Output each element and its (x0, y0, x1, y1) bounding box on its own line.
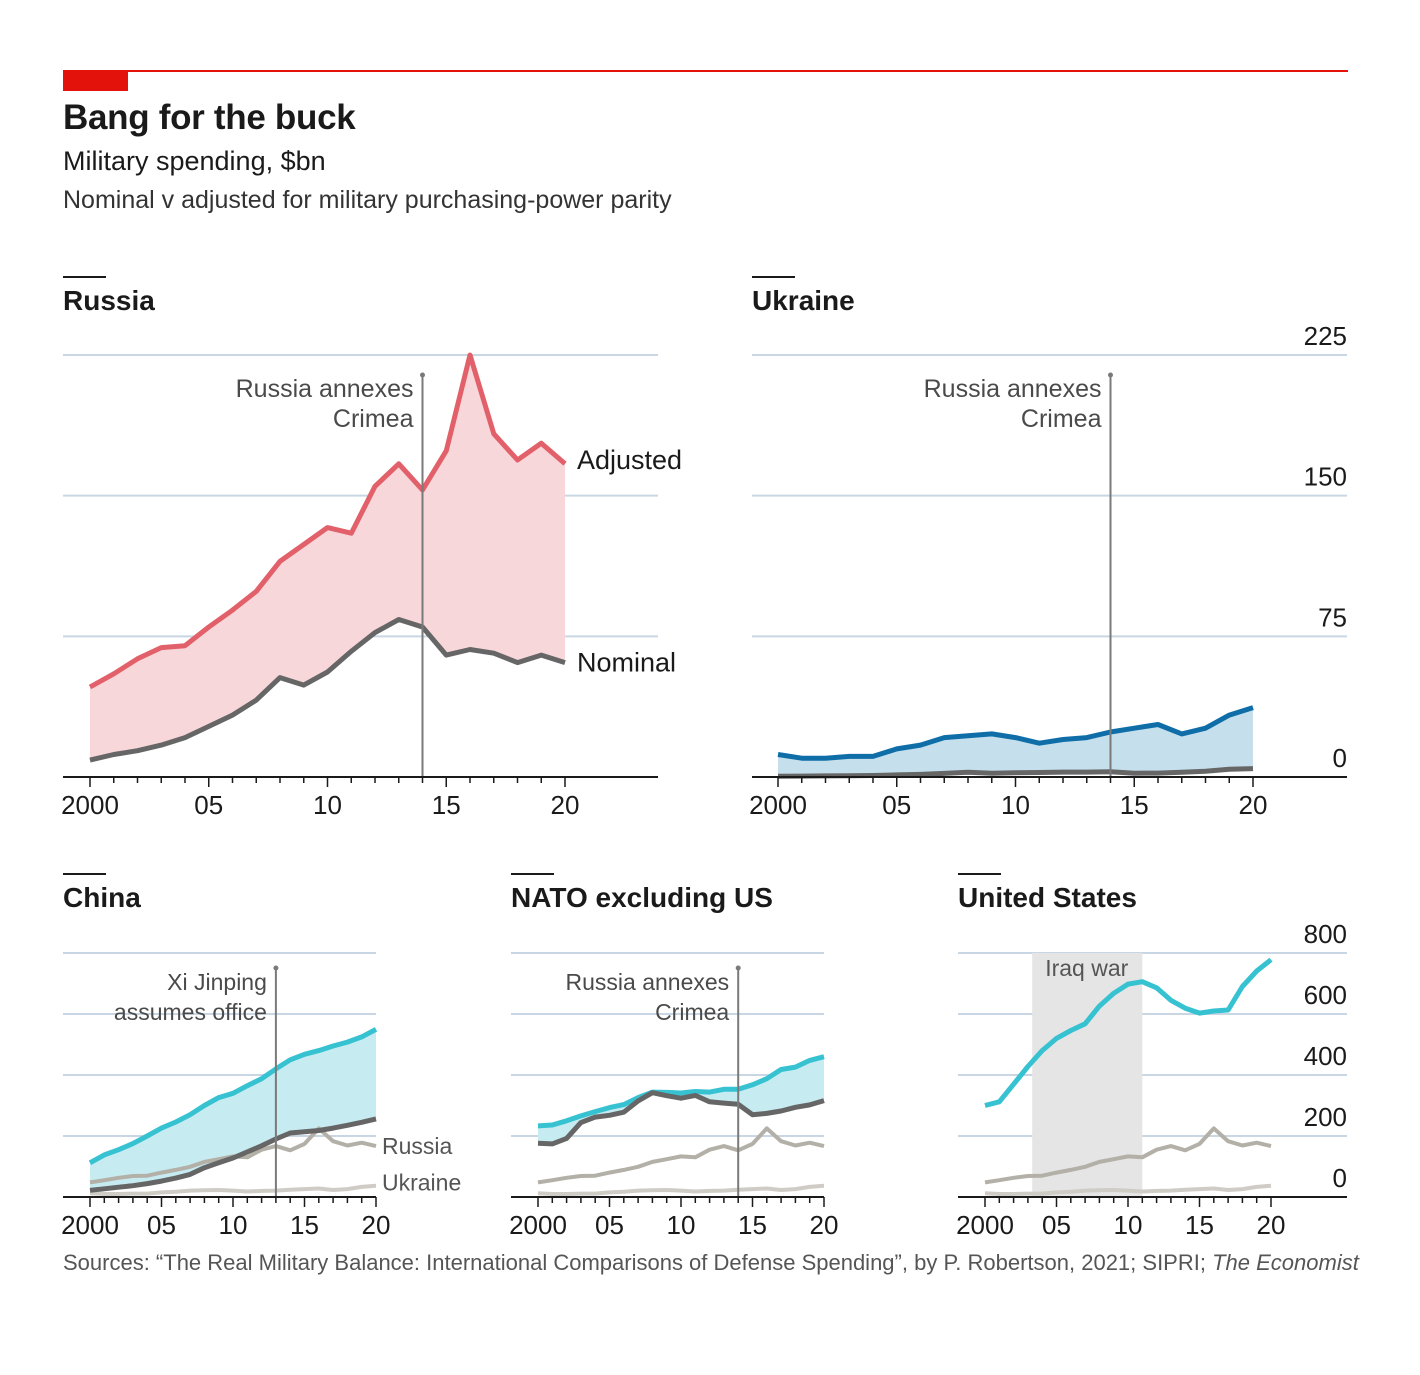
panel-russia: Russia Adjusted Nominal Russia annexesCrime… (61, 276, 682, 820)
annotation-text: assumes office (114, 999, 267, 1025)
annotation-text: Russia annexes (236, 375, 414, 403)
panel-china: China Russia Ukraine Xi Jinping assumes offi… (61, 873, 461, 1240)
x-tick-label: 20 (362, 1210, 391, 1240)
x-tick-label: 20 (1257, 1210, 1286, 1240)
x-tick-label: 05 (595, 1210, 624, 1240)
annotation-dot (420, 372, 425, 378)
x-tick-label: 2000 (61, 790, 119, 820)
series-label-adjusted: Adjusted (577, 445, 682, 475)
chart-subtitle: Military spending, $bn (63, 146, 326, 176)
x-tick-label: 2000 (509, 1210, 567, 1240)
shaded-region-label: Iraq war (1045, 955, 1128, 981)
x-tick-label: 15 (1185, 1210, 1214, 1240)
series-line-ref-russia (984, 1126, 1272, 1185)
series-label-russia: Russia (382, 1133, 453, 1159)
series-line-adjusted (88, 352, 567, 690)
source-note: Sources: “The Real Military Balance: Int… (63, 1248, 1359, 1278)
series-line-adjusted (537, 1054, 825, 1129)
series-line-ref-ukraine (537, 1183, 825, 1196)
x-tick-label: 10 (667, 1210, 696, 1240)
x-tick-label: 15 (738, 1210, 767, 1240)
x-tick-label: 05 (1042, 1210, 1071, 1240)
annotation-text: Crimea (655, 999, 729, 1025)
annotation-text: Xi Jinping (167, 969, 267, 995)
source-italic: The Economist (1212, 1250, 1359, 1275)
panel-title-nato: NATO excluding US (511, 882, 773, 913)
x-tick-label: 05 (882, 790, 911, 820)
x-tick-label: 10 (219, 1210, 248, 1240)
x-tick-label: 05 (147, 1210, 176, 1240)
series-line-nominal (537, 1090, 825, 1147)
series-line-ref-ukraine (89, 1183, 377, 1196)
series-line-ref-russia (537, 1126, 825, 1185)
series-line-adjusted (777, 705, 1254, 761)
y-tick-label: 600 (1304, 980, 1347, 1010)
series-line-nominal (89, 617, 566, 763)
y-tick-label: 75 (1318, 602, 1347, 632)
series-line-nominal (777, 766, 1254, 779)
panel-title-russia: Russia (63, 285, 155, 316)
series-line-united-states (984, 957, 1273, 1108)
x-tick-label: 15 (290, 1210, 319, 1240)
shaded-region-iraq-war (1032, 953, 1143, 1197)
panel-title-us: United States (958, 882, 1137, 913)
x-tick-label: 20 (1239, 790, 1268, 820)
annotation-dot (273, 965, 279, 971)
y-tick-label: 800 (1304, 919, 1347, 949)
chart-description: Nominal v adjusted for military purchasi… (63, 186, 672, 214)
annotation-text: Crimea (333, 405, 414, 433)
x-tick-label: 2000 (956, 1210, 1014, 1240)
x-tick-label: 10 (313, 790, 342, 820)
area-gap (90, 1029, 376, 1191)
x-tick-label: 05 (194, 790, 223, 820)
source-text: Sources: “The Real Military Balance: Int… (63, 1250, 1206, 1275)
series-line-adjusted (88, 1027, 378, 1165)
y-tick-label: 200 (1304, 1102, 1347, 1132)
series-line-ref-ukraine (984, 1183, 1272, 1196)
brand-tag (63, 70, 128, 91)
x-tick-label: 15 (432, 790, 461, 820)
area-gap (778, 707, 1253, 777)
x-tick-label: 20 (810, 1210, 839, 1240)
x-tick-label: 10 (1001, 790, 1030, 820)
panel-title-ukraine: Ukraine (752, 285, 855, 316)
chart-title: Bang for the buck (63, 98, 356, 137)
x-tick-label: 15 (1120, 790, 1149, 820)
top-rule (63, 70, 1348, 72)
y-tick-label: 0 (1333, 1163, 1347, 1193)
annotation-text: Russia annexes (924, 375, 1102, 403)
annotation-dot (735, 965, 741, 971)
y-tick-label: 0 (1333, 743, 1347, 773)
x-tick-label: 2000 (749, 790, 807, 820)
series-line-nominal (89, 1116, 377, 1193)
annotation-dot (1108, 372, 1113, 378)
annotation-text: Crimea (1021, 405, 1102, 433)
series-label-ukraine: Ukraine (382, 1170, 461, 1196)
series-label-nominal: Nominal (577, 648, 676, 678)
panel-title-china: China (63, 882, 141, 913)
area-gap (90, 355, 565, 761)
x-tick-label: 10 (1114, 1210, 1143, 1240)
y-tick-label: 400 (1304, 1041, 1347, 1071)
annotation-text: Russia annexes (566, 969, 730, 995)
x-tick-label: 20 (551, 790, 580, 820)
y-tick-label: 150 (1304, 462, 1347, 492)
y-tick-label: 225 (1304, 321, 1347, 351)
x-tick-label: 2000 (61, 1210, 119, 1240)
